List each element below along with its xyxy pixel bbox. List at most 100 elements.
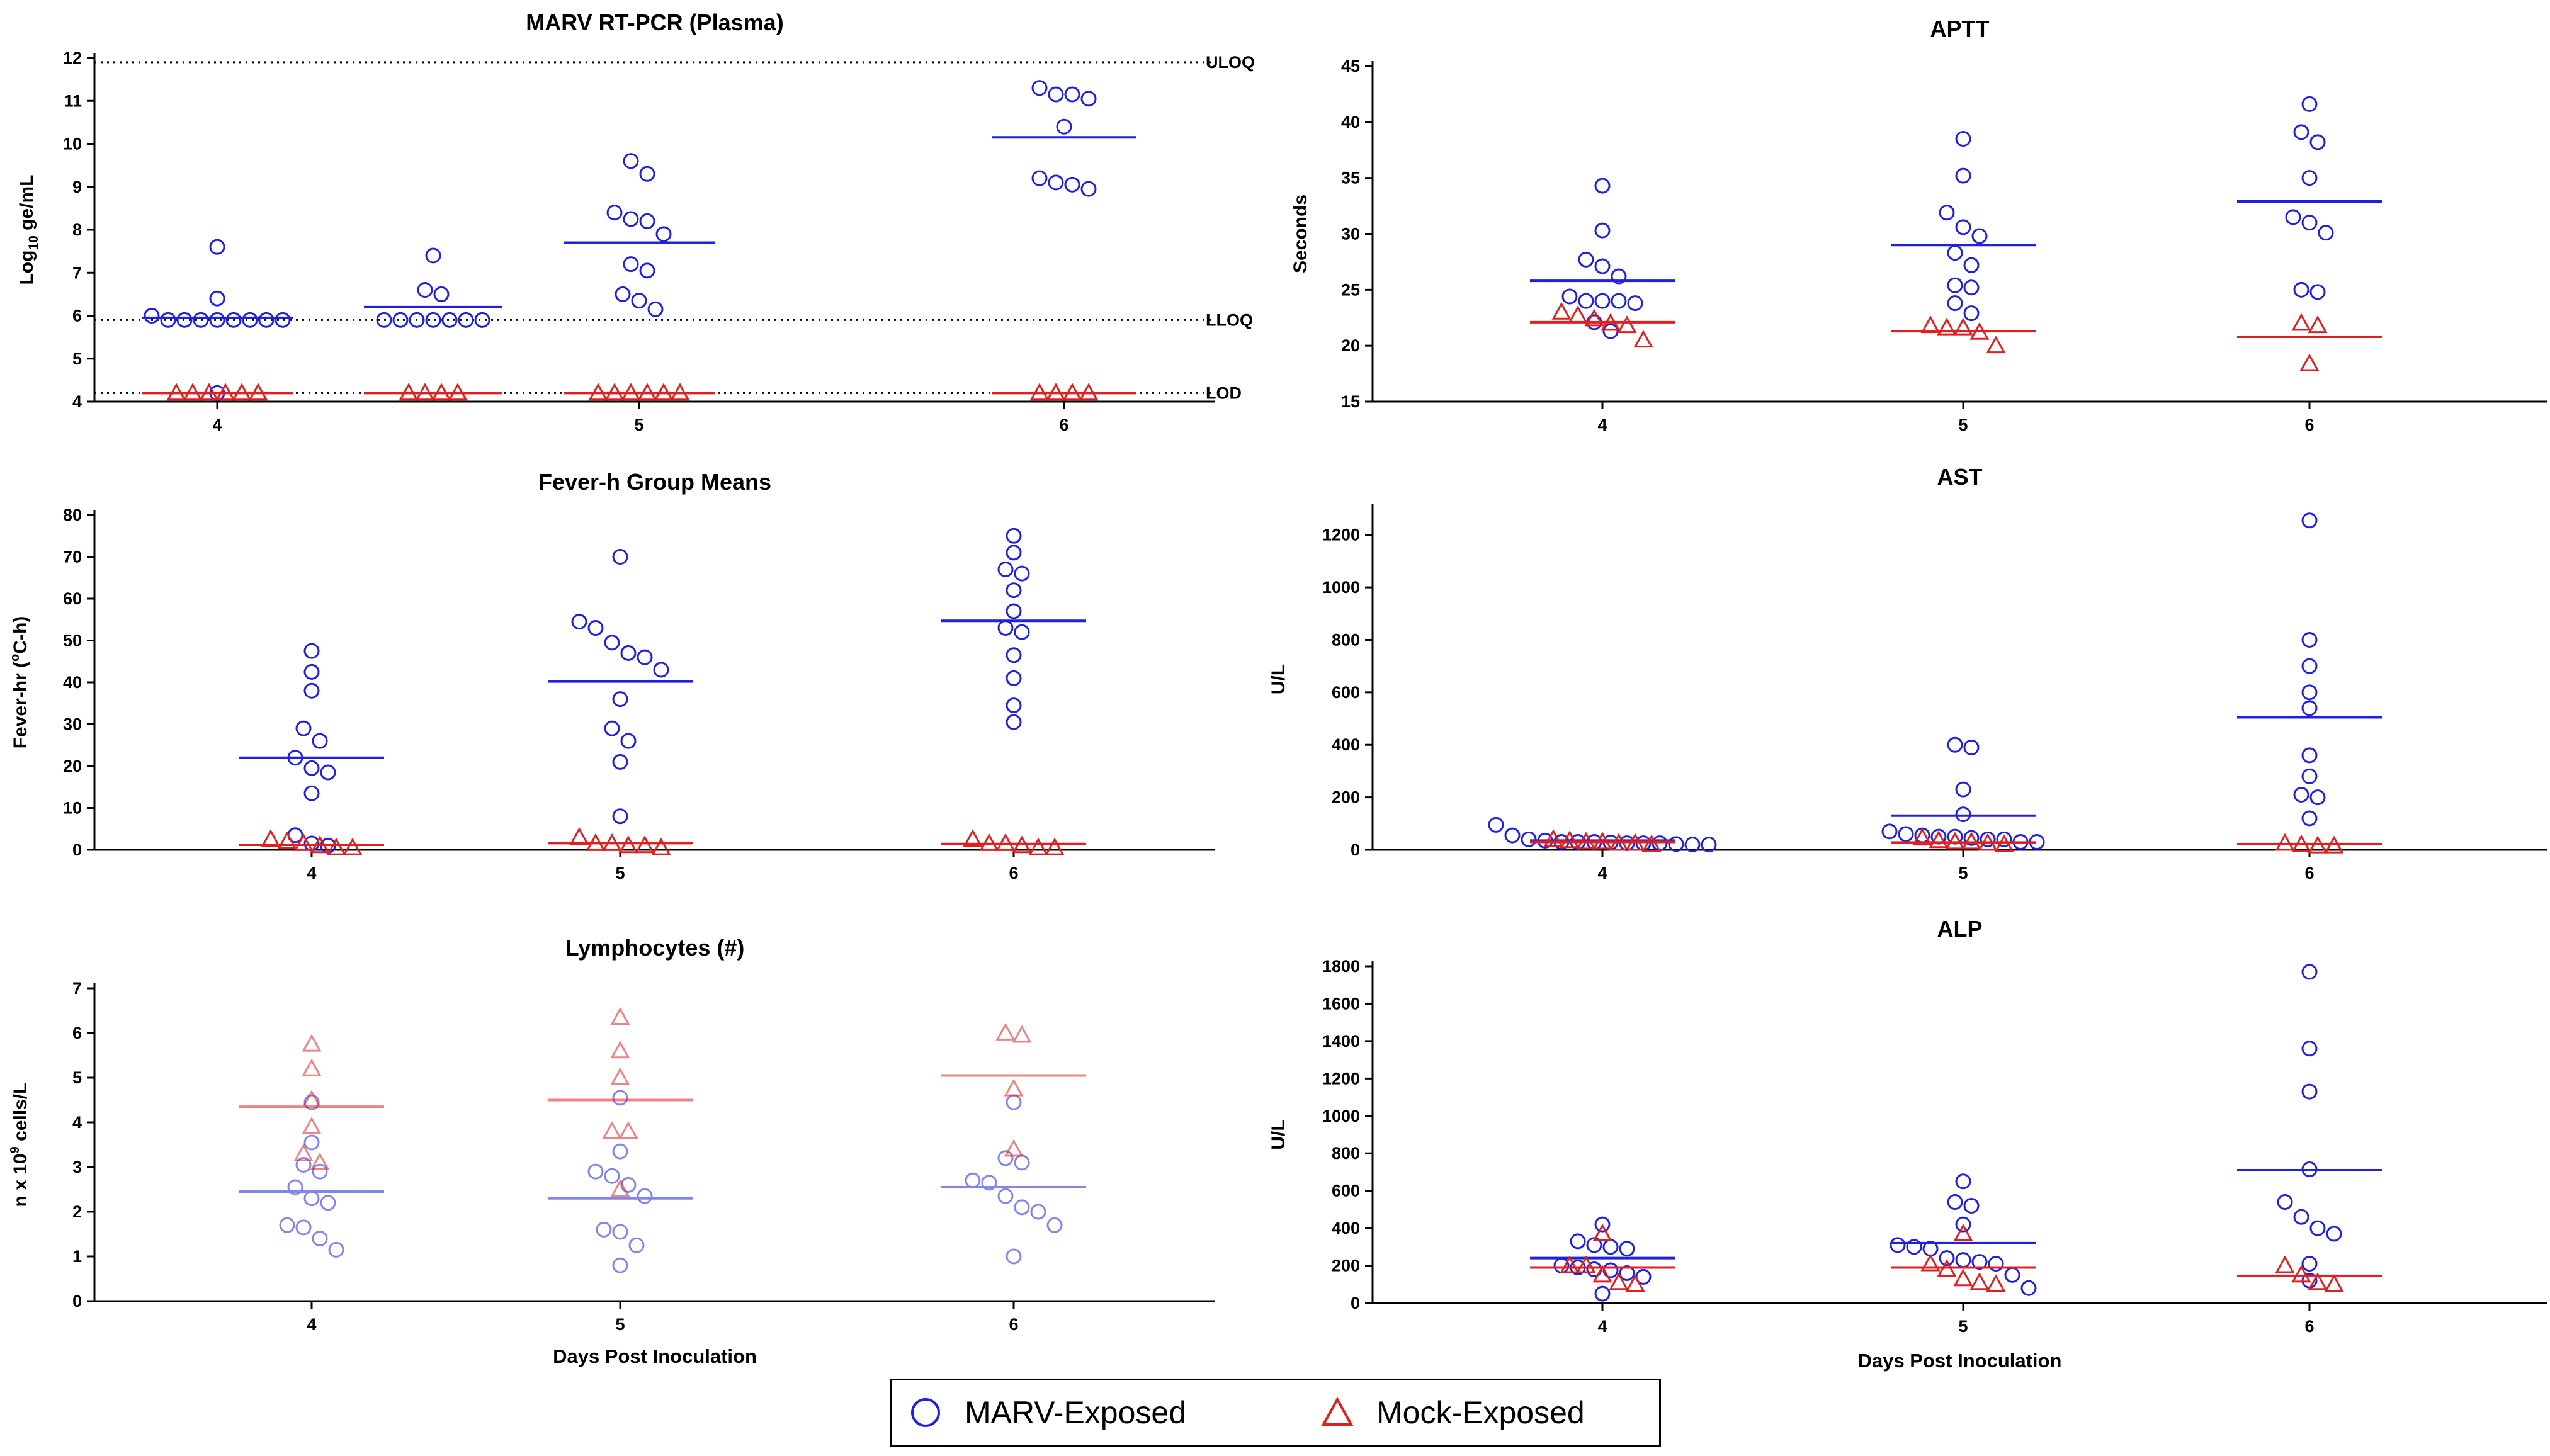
x-tick-label: 4 [307, 1315, 316, 1334]
data-point-circle [458, 312, 474, 328]
x-axis-label: Days Post Inoculation [1858, 1350, 2062, 1372]
y-tick-label: 30 [63, 715, 82, 734]
data-point-triangle [1986, 336, 2006, 354]
legend-label-marv: MARV-Exposed [965, 1395, 1187, 1430]
chart-lymph: Lymphocytes (#) 0 1 2 3 4 5 6 7 n x 109 cells/L 4 5… [8, 935, 1215, 1367]
data-point-circle [295, 1219, 312, 1236]
data-point-triangle [1920, 1253, 1941, 1272]
data-point-triangle [199, 383, 219, 401]
data-point-triangle [1576, 832, 1596, 850]
data-point-triangle [1568, 305, 1588, 324]
x-tick-label: 6 [2304, 864, 2314, 883]
y-tick-label: 0 [72, 840, 82, 859]
data-point-triangle [302, 1090, 322, 1108]
data-point-circle [2301, 170, 2318, 186]
data-point-triangle [1029, 383, 1050, 401]
data-point-circle [2004, 1267, 2020, 1283]
data-point-triangle [610, 1041, 630, 1059]
data-point-circle [620, 645, 637, 661]
reference-label-lod: LOD [1206, 383, 1242, 402]
y-tick-label: 40 [63, 673, 82, 692]
data-point-circle [1594, 258, 1611, 274]
x-tick-label: 5 [615, 1315, 625, 1334]
data-point-triangle [602, 833, 622, 851]
reference-label-lloq: LLOQ [1206, 310, 1253, 329]
data-point-circle [2301, 964, 2318, 980]
data-point-triangle [293, 1143, 314, 1161]
data-point-circle [997, 620, 1014, 636]
data-point-circle [144, 308, 160, 324]
y-tick-label: 8 [72, 220, 82, 239]
data-point-circle [1611, 293, 1627, 309]
data-point-circle [425, 312, 441, 328]
data-point-circle [997, 1150, 1014, 1166]
data-point-circle [303, 682, 320, 699]
data-point-triangle [343, 837, 363, 855]
y-tick-label: 1200 [1322, 526, 1360, 545]
data-point-circle [2301, 1161, 2318, 1177]
data-point-triangle [1953, 1223, 1973, 1241]
data-point-triangle [1953, 1268, 1973, 1287]
data-point-triangle [1592, 1265, 1612, 1283]
data-point-circle [631, 293, 647, 309]
x-tick-label: 4 [1597, 1317, 1607, 1336]
data-point-circle [1881, 823, 1898, 840]
data-point-triangle [1929, 830, 1949, 849]
data-point-triangle [1012, 1025, 1032, 1043]
data-point-circle [1031, 170, 1048, 186]
data-point-circle [1602, 1262, 1619, 1278]
data-point-circle [612, 808, 628, 825]
data-point-circle [441, 312, 458, 328]
data-point-triangle [1953, 317, 1973, 336]
x-axis-label: Days Post Inoculation [553, 1345, 757, 1367]
data-point-circle [2318, 225, 2334, 241]
data-point-circle [2293, 281, 2309, 298]
y-tick-label: 30 [1341, 225, 1360, 244]
data-point-triangle [1609, 833, 1629, 851]
data-point-circle [1619, 1265, 1635, 1281]
y-tick-label: 20 [1341, 336, 1360, 355]
chart-title: Lymphocytes (#) [565, 935, 745, 961]
data-point-circle [2309, 284, 2326, 300]
y-tick-label: 20 [63, 757, 82, 776]
data-point-circle [1006, 1248, 1022, 1265]
data-point-circle [1594, 1285, 1611, 1302]
data-point-triangle [1592, 832, 1612, 850]
data-point-circle [2301, 658, 2318, 674]
y-axis-label: n x 109 cells/L [8, 1083, 31, 1207]
data-point-circle [1080, 181, 1097, 197]
data-point-circle [1602, 323, 1619, 339]
y-tick-label: 4 [72, 392, 82, 411]
y-tick-label: 45 [1341, 57, 1360, 76]
data-point-circle [1971, 228, 1988, 244]
data-point-circle [295, 720, 312, 736]
data-point-circle [2020, 1280, 2037, 1296]
x-tick-label: 6 [1059, 415, 1068, 434]
data-point-circle [2301, 684, 2318, 701]
data-point-circle [2309, 1220, 2326, 1236]
data-point-triangle [2275, 833, 2295, 851]
data-point-triangle [1062, 383, 1082, 401]
y-tick-label: 70 [63, 548, 82, 567]
data-point-circle [604, 635, 620, 651]
data-point-circle [2301, 512, 2318, 529]
y-tick-label: 200 [1332, 1256, 1360, 1275]
data-point-triangle [1994, 834, 2014, 852]
data-point-circle [287, 750, 303, 766]
data-point-circle [303, 663, 320, 680]
y-tick-label: 1 [72, 1247, 82, 1266]
data-point-circle [1006, 603, 1022, 619]
data-point-circle [604, 720, 620, 736]
data-point-circle [604, 1168, 620, 1184]
data-point-circle [1955, 806, 1971, 823]
data-point-triangle [1584, 308, 1604, 327]
data-point-circle [176, 312, 193, 328]
y-tick-label: 3 [72, 1158, 82, 1177]
series-mock [142, 383, 1136, 401]
data-point-triangle [399, 383, 419, 401]
data-point-circle [1006, 582, 1022, 599]
data-point-circle [2309, 134, 2326, 150]
x-tick-label: 5 [615, 864, 625, 883]
series-mock [1530, 1223, 2382, 1292]
